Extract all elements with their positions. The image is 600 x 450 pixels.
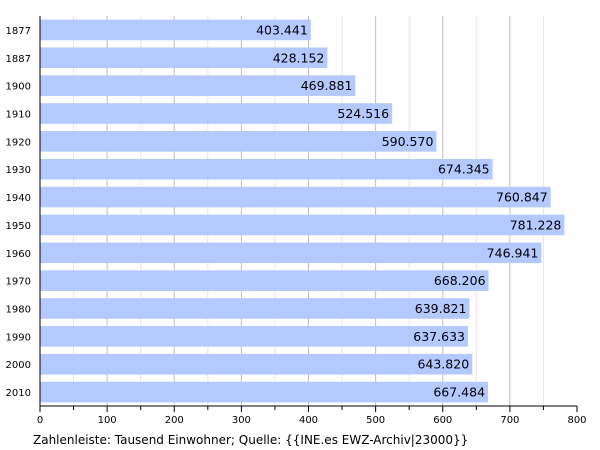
x-tick-label: 100 (98, 415, 117, 426)
category-tick-label: 1980 (6, 305, 31, 316)
bars: 403.441 428.152 469.881 524.516 590.570 674.3… (40, 19, 565, 403)
x-tick-label: 600 (433, 415, 452, 426)
category-tick-label: 1910 (6, 110, 31, 121)
category-tick-label: 1877 (6, 26, 31, 37)
bar (40, 298, 470, 319)
x-tick-label: 500 (366, 415, 385, 426)
data-label: 639.821 (415, 301, 467, 316)
category-tick-label: 1887 (6, 54, 31, 65)
x-tick-label: 200 (165, 415, 184, 426)
bar (40, 242, 542, 264)
category-tick-label: 2010 (6, 388, 31, 399)
data-label: 469.881 (301, 78, 353, 93)
bar (40, 353, 473, 375)
category-tick-label: 1970 (6, 277, 31, 288)
data-label: 760.847 (496, 190, 548, 205)
chart-caption: Zahlenleiste: Tausend Einwohner; Quelle:… (33, 433, 469, 447)
data-label: 524.516 (337, 106, 389, 121)
bar (40, 381, 489, 403)
bar (40, 75, 356, 96)
bar (40, 47, 328, 69)
x-tick-label: 800 (567, 415, 586, 426)
data-label: 428.152 (273, 50, 325, 65)
bar (40, 103, 393, 124)
data-label: 781.228 (510, 217, 562, 232)
category-tick-label: 2000 (6, 360, 31, 371)
data-label: 668.206 (434, 273, 486, 288)
data-label: 674.345 (438, 162, 490, 177)
x-tick-label: 0 (37, 415, 43, 426)
category-tick-label: 1990 (6, 332, 31, 343)
category-tick-label: 1900 (6, 82, 31, 93)
x-tick-label: 400 (299, 415, 318, 426)
category-tick-label: 1930 (6, 165, 31, 176)
bar (40, 214, 565, 236)
bar (40, 270, 489, 291)
bar (40, 131, 437, 152)
x-tick-label: 300 (232, 415, 251, 426)
grid-lines (73, 16, 544, 406)
bar (40, 186, 551, 208)
category-tick-label: 1940 (6, 193, 31, 204)
bar (40, 19, 311, 41)
category-tick-label: 1920 (6, 137, 31, 148)
category-tick-label: 1960 (6, 249, 31, 260)
category-tick-label: 1950 (6, 221, 31, 232)
axes: 1877 1887 1900 1910 1920 1930 1940 1950 1960 1970… (6, 16, 587, 426)
data-label: 637.633 (413, 329, 465, 344)
data-label: 403.441 (256, 22, 308, 37)
data-label: 746.941 (487, 245, 539, 260)
x-tick-label: 700 (500, 415, 519, 426)
bar (40, 326, 469, 347)
bar (40, 158, 493, 180)
data-label: 590.570 (382, 134, 434, 149)
data-label: 667.484 (433, 385, 485, 400)
data-label: 643.820 (417, 357, 469, 372)
